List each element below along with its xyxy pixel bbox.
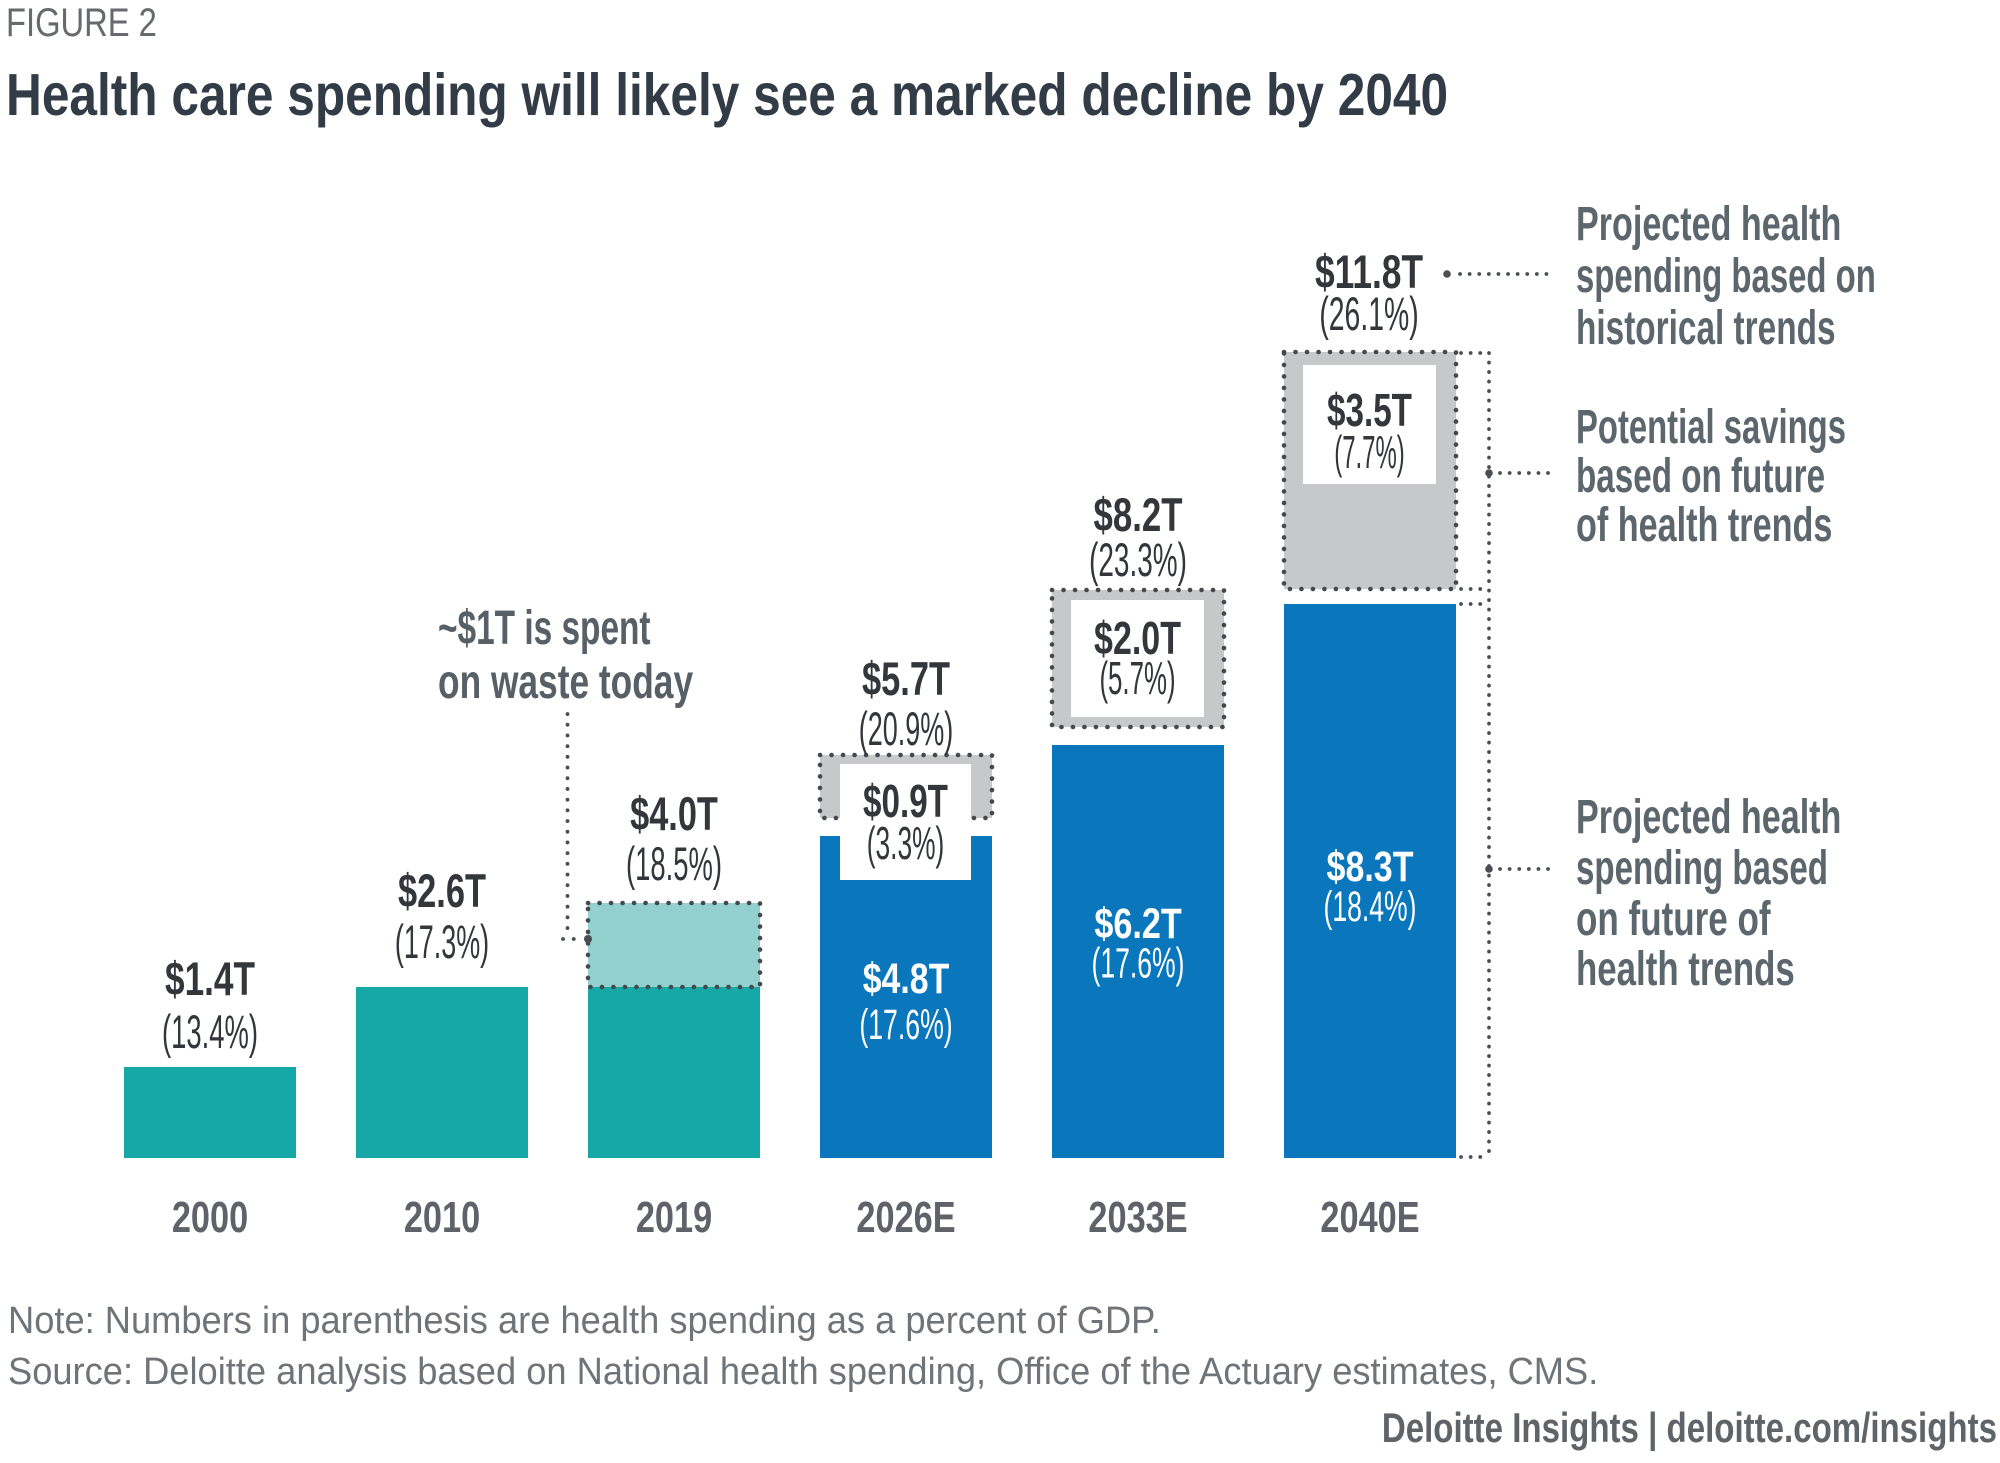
svg-text:2000: 2000 [172,1193,248,1242]
svg-text:on future of: on future of [1576,892,1771,946]
svg-text:(5.7%): (5.7%) [1099,652,1175,704]
svg-text:spending based on: spending based on [1576,249,1876,303]
svg-text:(17.6%): (17.6%) [859,1001,952,1049]
svg-text:Note: Numbers in parenthesis a: Note: Numbers in parenthesis are health … [8,1298,1161,1341]
svg-text:(26.1%): (26.1%) [1319,289,1418,341]
svg-text:$2.0T: $2.0T [1094,612,1181,664]
svg-text:$6.2T: $6.2T [1094,900,1182,948]
svg-text:(23.3%): (23.3%) [1089,535,1187,587]
svg-text:(20.9%): (20.9%) [859,703,954,756]
svg-text:Projected health: Projected health [1576,789,1841,843]
svg-text:$4.0T: $4.0T [630,788,718,841]
svg-text:$0.9T: $0.9T [863,777,948,827]
svg-text:2019: 2019 [636,1193,712,1242]
svg-text:Potential savings: Potential savings [1576,400,1846,454]
svg-text:2033E: 2033E [1088,1193,1187,1242]
svg-text:spending based: spending based [1576,841,1828,895]
svg-text:2026E: 2026E [856,1193,955,1242]
svg-text:health trends: health trends [1576,942,1795,996]
svg-text:$8.2T: $8.2T [1094,489,1183,541]
svg-text:$5.7T: $5.7T [862,653,950,705]
svg-text:~$1T is spent: ~$1T is spent [438,601,651,654]
svg-text:FIGURE 2: FIGURE 2 [6,0,157,45]
svg-text:$8.3T: $8.3T [1327,843,1414,891]
svg-text:Health care spending will like: Health care spending will likely see a m… [6,62,1448,128]
svg-text:Deloitte Insights | deloitte.c: Deloitte Insights | deloitte.com/insight… [1382,1405,1997,1452]
svg-text:(18.5%): (18.5%) [626,838,722,891]
svg-text:(3.3%): (3.3%) [867,817,945,869]
svg-text:on waste today: on waste today [438,655,694,709]
svg-text:2040E: 2040E [1320,1193,1419,1242]
svg-text:$3.5T: $3.5T [1327,386,1412,436]
svg-text:historical trends: historical trends [1576,301,1836,354]
svg-text:(17.3%): (17.3%) [395,916,489,969]
svg-text:$11.8T: $11.8T [1315,245,1423,298]
svg-text:Source: Deloitte analysis base: Source: Deloitte analysis based on Natio… [8,1349,1598,1392]
svg-text:Projected health: Projected health [1576,196,1841,250]
svg-text:(18.4%): (18.4%) [1323,883,1416,931]
svg-text:of health trends: of health trends [1576,497,1832,551]
svg-text:2010: 2010 [404,1193,480,1242]
svg-text:(13.4%): (13.4%) [162,1006,258,1059]
svg-text:(7.7%): (7.7%) [1334,427,1405,478]
svg-text:$4.8T: $4.8T [863,955,950,1003]
svg-text:(17.6%): (17.6%) [1091,939,1184,987]
svg-text:based on future: based on future [1576,449,1825,502]
svg-text:$2.6T: $2.6T [398,865,486,917]
svg-text:$1.4T: $1.4T [165,952,255,1005]
